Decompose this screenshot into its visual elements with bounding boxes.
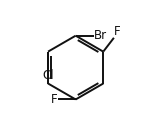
Text: F: F xyxy=(114,25,121,38)
Text: F: F xyxy=(51,93,58,106)
Text: Cl: Cl xyxy=(42,69,54,82)
Text: Br: Br xyxy=(94,29,107,42)
